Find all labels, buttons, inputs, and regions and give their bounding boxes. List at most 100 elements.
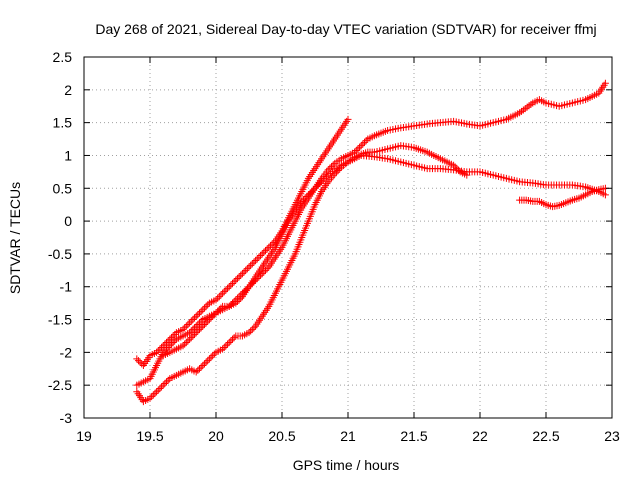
data-point-fill — [196, 309, 203, 317]
data-point-fill — [184, 320, 192, 328]
data-point-fill — [182, 339, 190, 347]
data-point-fill — [202, 302, 210, 310]
y-tick-label: 0 — [64, 213, 72, 229]
data-point — [212, 309, 220, 317]
data-point-fill — [250, 258, 258, 266]
data-point — [265, 243, 273, 251]
data-point-fill — [359, 140, 367, 148]
data-point-fill — [149, 391, 157, 399]
data-point-fill — [209, 312, 217, 320]
data-point-fill — [204, 317, 212, 325]
data-point-fill — [268, 240, 276, 248]
data-point-fill — [148, 393, 156, 401]
data-point — [186, 329, 194, 337]
data-point-fill — [197, 363, 205, 371]
data-point-fill — [202, 319, 210, 327]
data-point-fill — [329, 161, 337, 169]
data-point-fill — [248, 260, 256, 268]
data-point-fill — [164, 337, 172, 345]
data-point-fill — [247, 327, 255, 335]
data-point — [205, 355, 213, 363]
data-point-fill — [222, 286, 230, 294]
data-point-fill — [361, 138, 368, 146]
data-point-fill — [167, 334, 175, 342]
data-point — [318, 178, 326, 186]
data-point-fill — [204, 357, 212, 365]
data-point-fill — [242, 266, 250, 274]
data-point — [133, 355, 141, 363]
data-point-fill — [194, 311, 202, 319]
y-tick-label: -3 — [60, 410, 73, 426]
data-point — [179, 342, 187, 350]
data-point-fill — [154, 386, 162, 394]
data-point — [192, 312, 200, 320]
data-point-fill — [181, 340, 189, 348]
data-point — [344, 115, 352, 123]
data-point — [159, 381, 167, 389]
y-tick-label: -2.5 — [48, 377, 72, 393]
data-point-fill — [189, 316, 197, 324]
data-point-fill — [253, 255, 261, 263]
data-point-fill — [222, 342, 230, 350]
data-point — [192, 329, 200, 337]
data-point-fill — [235, 296, 243, 304]
x-tick-label: 22.5 — [532, 428, 559, 444]
data-point-fill — [243, 265, 251, 273]
data-point-fill — [207, 353, 215, 361]
data-point-fill — [309, 186, 317, 194]
data-point-fill — [227, 281, 235, 289]
data-point-fill — [235, 273, 243, 281]
data-point-fill — [262, 247, 269, 255]
data-point-fill — [161, 340, 169, 348]
data-point — [232, 276, 240, 284]
data-point — [179, 325, 187, 333]
x-tick-label: 21.5 — [400, 428, 427, 444]
data-point-fill — [189, 325, 197, 333]
data-point-fill — [229, 335, 236, 343]
data-point-fill — [263, 245, 271, 253]
data-point-fill — [163, 345, 170, 353]
data-point-fill — [220, 343, 228, 351]
data-point — [166, 342, 174, 350]
data-point-fill — [229, 279, 236, 287]
data-point-fill — [247, 261, 255, 269]
data-point-fill — [237, 294, 245, 302]
data-point-fill — [230, 278, 238, 286]
x-axis-label: GPS time / hours — [293, 457, 400, 473]
data-point-fill — [250, 324, 258, 332]
data-point — [199, 361, 207, 369]
data-point-fill — [197, 317, 205, 325]
data-point — [186, 319, 194, 327]
data-point-fill — [151, 389, 159, 397]
data-point-fill — [171, 337, 179, 345]
y-tick-label: -2 — [60, 344, 73, 360]
data-point-fill — [316, 179, 324, 187]
data-point-fill — [451, 163, 459, 171]
data-point-fill — [224, 340, 232, 348]
data-point-fill — [169, 339, 177, 347]
data-point-fill — [169, 332, 177, 340]
y-axis-label: SDTVAR / TECUs — [7, 182, 23, 294]
data-point-fill — [237, 271, 245, 279]
y-tick-label: 1.5 — [53, 115, 73, 131]
data-point-fill — [200, 304, 208, 312]
data-point-fill — [196, 325, 203, 333]
data-point-fill — [134, 357, 142, 365]
data-point-fill — [233, 297, 241, 305]
data-point-fill — [158, 343, 166, 351]
data-point-fill — [248, 325, 256, 333]
data-point — [205, 316, 213, 324]
data-point-fill — [224, 284, 232, 292]
data-point — [192, 322, 200, 330]
data-point — [153, 348, 161, 356]
data-point-fill — [210, 350, 218, 358]
data-point-fill — [163, 339, 170, 347]
data-point-fill — [227, 337, 235, 345]
data-points — [133, 79, 609, 406]
data-point — [252, 256, 260, 264]
data-point-fill — [167, 340, 175, 348]
data-point-fill — [191, 330, 199, 338]
data-point-fill — [194, 366, 202, 374]
data-point-fill — [220, 288, 228, 296]
data-point-fill — [191, 314, 199, 322]
